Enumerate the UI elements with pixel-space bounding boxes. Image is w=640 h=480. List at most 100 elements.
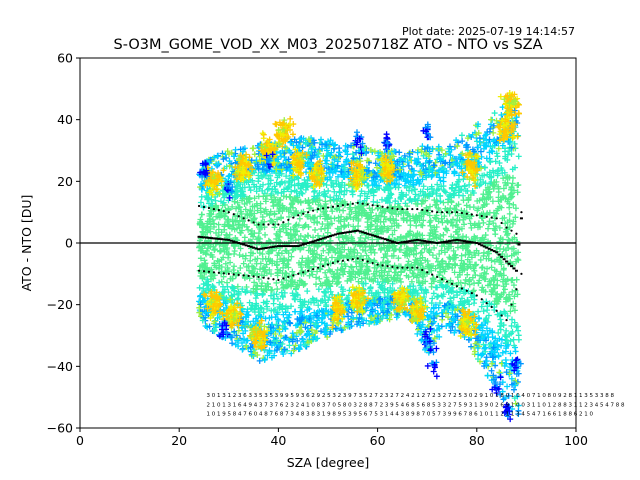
data-point	[432, 284, 439, 291]
data-point	[278, 278, 285, 285]
data-point	[478, 264, 485, 271]
data-point	[480, 249, 487, 256]
data-point	[458, 132, 465, 139]
data-point	[271, 224, 278, 231]
data-point	[479, 264, 486, 271]
data-point	[462, 251, 469, 258]
data-point	[355, 223, 362, 230]
data-point	[231, 250, 238, 257]
data-point	[262, 231, 269, 238]
data-point	[509, 316, 516, 323]
data-point	[318, 226, 325, 233]
data-point	[498, 112, 505, 119]
data-point	[375, 230, 382, 237]
data-point	[464, 271, 471, 278]
data-point	[450, 247, 457, 254]
data-point	[319, 221, 326, 228]
data-point	[234, 199, 241, 206]
data-point	[377, 247, 384, 254]
data-point	[287, 204, 294, 211]
data-point	[370, 198, 377, 205]
data-point	[490, 129, 497, 136]
data-point	[259, 130, 266, 137]
data-point	[468, 224, 475, 231]
data-point	[220, 245, 227, 252]
data-point	[450, 191, 457, 198]
data-point	[426, 219, 433, 226]
data-point	[256, 250, 263, 257]
data-point	[317, 213, 324, 220]
data-point	[492, 231, 499, 238]
data-point	[449, 222, 456, 229]
data-point	[429, 295, 436, 302]
data-point	[480, 308, 487, 315]
data-point	[291, 308, 298, 315]
data-point	[318, 136, 325, 143]
data-point	[514, 189, 521, 196]
data-point	[287, 115, 294, 122]
data-point	[439, 313, 446, 320]
data-point	[511, 293, 518, 300]
data-point	[281, 289, 288, 296]
data-point	[314, 206, 321, 213]
data-point	[260, 131, 267, 138]
data-point	[480, 299, 487, 306]
data-point	[308, 268, 315, 275]
data-point	[220, 273, 227, 280]
data-point	[463, 202, 470, 209]
data-point	[239, 218, 246, 225]
data-point	[236, 251, 243, 258]
data-point	[428, 173, 435, 180]
data-point	[484, 372, 491, 379]
data-point	[316, 275, 323, 282]
data-point	[313, 281, 320, 288]
data-point	[278, 215, 285, 222]
data-point	[328, 177, 335, 184]
data-point	[296, 346, 303, 353]
data-point	[336, 145, 343, 152]
data-point	[286, 342, 293, 349]
data-point	[412, 191, 419, 198]
data-point	[314, 268, 321, 275]
chart-title: S-O3M_GOME_VOD_XX_M03_20250718Z ATO - NT…	[113, 37, 542, 53]
data-point	[330, 196, 337, 203]
data-point	[333, 205, 340, 212]
data-point	[241, 234, 248, 241]
data-point	[462, 280, 469, 287]
data-point	[220, 199, 227, 206]
data-point	[485, 225, 492, 232]
data-point	[371, 264, 378, 271]
data-point	[347, 263, 354, 270]
data-point	[385, 226, 392, 233]
data-point	[259, 213, 266, 220]
data-point	[437, 177, 444, 184]
data-point	[358, 188, 365, 195]
data-point	[514, 291, 521, 298]
data-point	[511, 307, 518, 314]
data-point	[418, 249, 425, 256]
data-point	[461, 182, 468, 189]
data-point	[273, 291, 280, 298]
data-point	[252, 295, 259, 302]
data-point	[454, 212, 461, 219]
data-point	[460, 170, 467, 177]
data-point	[328, 254, 335, 261]
data-point	[501, 286, 508, 293]
data-point	[365, 182, 372, 189]
data-point	[512, 287, 519, 294]
data-point	[198, 193, 205, 200]
data-point	[434, 181, 441, 188]
data-point	[509, 220, 516, 227]
data-point	[395, 184, 402, 191]
data-point	[296, 215, 303, 222]
data-point	[340, 207, 347, 214]
data-point	[297, 246, 304, 253]
data-point	[431, 244, 438, 251]
data-point	[509, 174, 516, 181]
data-point	[486, 218, 493, 225]
data-point	[315, 286, 322, 293]
data-point	[435, 322, 442, 329]
data-point	[440, 199, 447, 206]
data-point	[483, 155, 490, 162]
data-point	[309, 271, 316, 278]
